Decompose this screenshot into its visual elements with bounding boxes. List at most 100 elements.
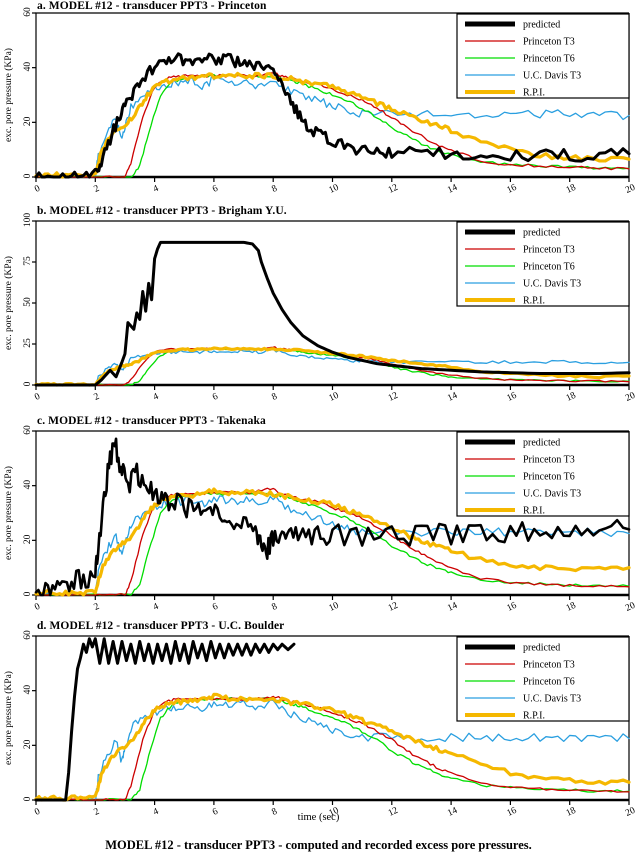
- chart-panel-d: d. MODEL #12 - transducer PPT3 - U.C. Bo…: [0, 620, 637, 838]
- legend-label-r-p-i: R.P.I.: [523, 505, 545, 516]
- y-axis-tick-label: 0: [23, 173, 33, 178]
- x-axis-tick-label: 16: [506, 601, 519, 614]
- x-axis-tick-label: 12: [387, 183, 400, 196]
- x-axis-tick-label: 6: [211, 184, 220, 195]
- y-axis-tick-label: 0: [23, 381, 33, 386]
- series-line-predicted: [34, 240, 631, 387]
- legend-label-r-p-i: R.P.I.: [523, 295, 545, 306]
- series-line-princeton-t6: [35, 696, 630, 801]
- legend-label-u-c-davis-t3: U.C. Davis T3: [523, 278, 581, 289]
- x-axis-tick-label: 14: [446, 391, 459, 404]
- series-line-predicted: [34, 637, 296, 802]
- y-axis-tick-label: 60: [23, 425, 33, 435]
- legend-label-u-c-davis-t3: U.C. Davis T3: [523, 693, 581, 704]
- x-axis-tick-label: 20: [624, 391, 637, 404]
- x-axis-tick-label: 2: [93, 392, 102, 403]
- y-axis-tick-label: 20: [23, 534, 33, 544]
- x-axis-tick-label: 4: [152, 602, 161, 613]
- x-axis-tick-label: 0: [33, 602, 42, 613]
- legend-label-r-p-i: R.P.I.: [523, 710, 545, 721]
- x-axis-tick-label: 4: [152, 807, 161, 818]
- x-axis-tick-label: 14: [446, 601, 459, 614]
- legend-label-princeton-t6: Princeton T6: [523, 676, 575, 687]
- panel-c-title: c. MODEL #12 - transducer PPT3 - Takenak…: [37, 415, 266, 427]
- y-axis-tick-label: 0: [23, 796, 33, 801]
- figure-caption: MODEL #12 - transducer PPT3 - computed a…: [105, 838, 532, 852]
- y-axis-tick-label: 20: [23, 116, 33, 126]
- legend-label-predicted: predicted: [523, 19, 560, 30]
- legend-label-princeton-t3: Princeton T3: [523, 454, 575, 465]
- legend-label-princeton-t6: Princeton T6: [523, 471, 575, 482]
- y-axis-tick-label: 60: [23, 7, 33, 17]
- x-axis-tick-label: 12: [387, 391, 400, 404]
- x-axis-tick-label: 8: [270, 807, 279, 818]
- x-axis-tick-label: 6: [211, 392, 220, 403]
- x-axis-tick-label: 16: [506, 391, 519, 404]
- x-axis-tick-label: 10: [328, 391, 341, 404]
- legend-label-princeton-t3: Princeton T3: [523, 36, 575, 47]
- x-axis-tick-label: 16: [506, 183, 519, 196]
- series-line-r-p-i: [34, 487, 631, 597]
- y-axis-tick-label: 40: [23, 480, 33, 490]
- x-axis-tick-label: 10: [328, 183, 341, 196]
- y-axis-tick-label: 50: [23, 297, 33, 307]
- series-line-u-c-davis-t3: [35, 75, 630, 178]
- x-axis-tick-label: 10: [328, 806, 341, 819]
- x-axis-tick-label: 16: [506, 806, 519, 819]
- y-axis-label: exc. pore pressure (KPa): [3, 671, 14, 765]
- x-axis-tick-label: 8: [270, 184, 279, 195]
- legend-label-princeton-t3: Princeton T3: [523, 244, 575, 255]
- legend-label-r-p-i: R.P.I.: [523, 87, 545, 98]
- panel-b-title: b. MODEL #12 - transducer PPT3 - Brigham…: [37, 205, 287, 217]
- chart-panel-c: c. MODEL #12 - transducer PPT3 - Takenak…: [0, 415, 637, 620]
- x-axis-tick-label: 4: [152, 184, 161, 195]
- y-axis-label: exc. pore pressure (KPa): [3, 466, 14, 560]
- series-line-predicted: [34, 52, 631, 179]
- legend-label-u-c-davis-t3: U.C. Davis T3: [523, 488, 581, 499]
- y-axis-tick-label: 60: [23, 630, 33, 640]
- y-axis-label: exc. pore pressure (KPa): [3, 48, 14, 142]
- y-axis-tick-label: 25: [23, 338, 33, 348]
- x-axis-tick-label: 6: [211, 807, 220, 818]
- series-line-r-p-i: [34, 346, 631, 387]
- x-axis-tick-label: 20: [624, 183, 637, 196]
- legend-label-predicted: predicted: [523, 642, 560, 653]
- x-axis-tick-label: 2: [93, 184, 102, 195]
- legend-label-predicted: predicted: [523, 437, 560, 448]
- x-axis-tick-label: 0: [33, 184, 42, 195]
- y-axis-tick-label: 20: [23, 739, 33, 749]
- x-axis-tick-label: 12: [387, 601, 400, 614]
- y-axis-tick-label: 40: [23, 62, 33, 72]
- y-axis-tick-label: 75: [23, 256, 33, 266]
- legend-box: [456, 636, 630, 722]
- chart-panel-b: b. MODEL #12 - transducer PPT3 - Brigham…: [0, 205, 637, 415]
- x-axis-tick-label: 0: [33, 392, 42, 403]
- x-axis-tick-label: 14: [446, 806, 459, 819]
- legend-label-princeton-t6: Princeton T6: [523, 53, 575, 64]
- legend-box: [456, 13, 630, 99]
- y-axis-tick-label: 40: [23, 685, 33, 695]
- panel-a-title: a. MODEL #12 - transducer PPT3 - Princet…: [37, 0, 267, 12]
- x-axis-tick-label: 18: [565, 391, 578, 404]
- legend-label-princeton-t3: Princeton T3: [523, 659, 575, 670]
- x-axis-tick-label: 10: [328, 601, 341, 614]
- series-line-r-p-i: [34, 692, 631, 802]
- x-axis-tick-label: 2: [93, 807, 102, 818]
- x-axis-tick-label: 4: [152, 392, 161, 403]
- legend-box: [456, 221, 630, 307]
- x-axis-tick-label: 18: [565, 601, 578, 614]
- x-axis-tick-label: 12: [387, 806, 400, 819]
- y-axis-tick-label: 0: [23, 591, 33, 596]
- panel-d-plot: 0 20 40 60 0 2 4 6 8 10 12 14 16 18 20 exc. pore pressu…: [3, 630, 637, 819]
- x-axis-tick-label: 0: [33, 807, 42, 818]
- y-axis-tick-label: 100: [23, 213, 33, 228]
- series-line-predicted: [34, 437, 631, 597]
- legend-label-predicted: predicted: [523, 227, 560, 238]
- panel-d-title: d. MODEL #12 - transducer PPT3 - U.C. Bo…: [37, 620, 285, 632]
- panel-b-plot: 0 25 50 75 100 0 2 4 6 8 10 12 14 16 18 20 exc. pore pre…: [3, 213, 637, 404]
- panel-a-plot: 0 20 40 60 0 2 4 6 8 10 12 14 16 18 20 exc. pore pressu…: [3, 7, 637, 196]
- y-axis-label: exc. pore pressure (KPa): [3, 256, 14, 350]
- x-axis-tick-label: 2: [93, 602, 102, 613]
- legend-label-u-c-davis-t3: U.C. Davis T3: [523, 70, 581, 81]
